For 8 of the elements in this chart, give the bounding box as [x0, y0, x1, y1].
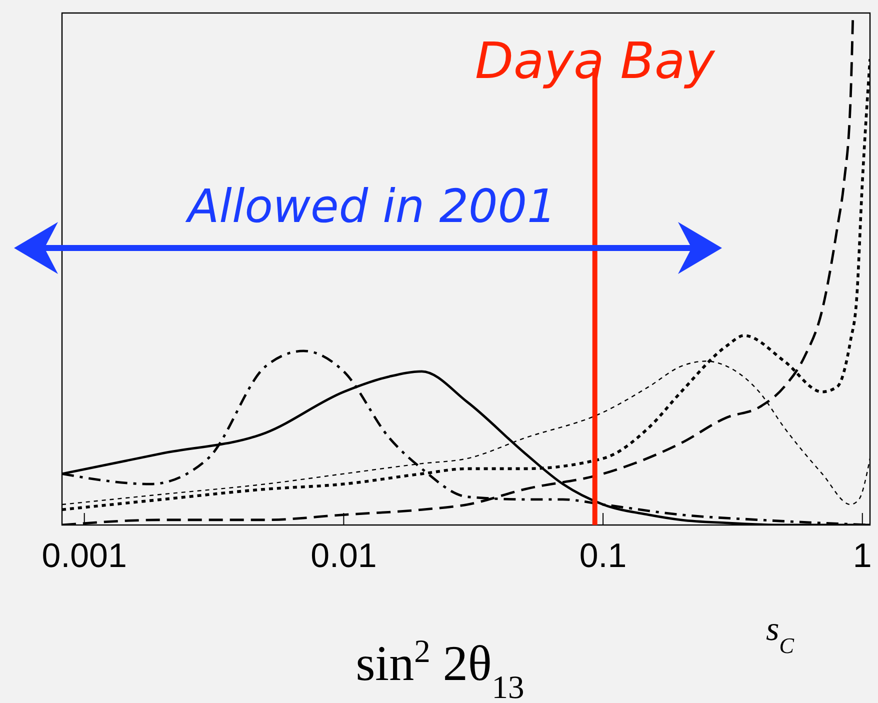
- text: s$_{C}$: [766, 611, 794, 658]
- x-axis-title: sin$^{2}$ 2θ$_{13}$: [356, 634, 524, 703]
- x-tick-label: 1: [852, 537, 872, 575]
- x-tick-label: 0.01: [310, 537, 377, 575]
- ref-line-label: Daya Bay: [474, 32, 716, 90]
- x-tick-label: 0.001: [42, 537, 127, 575]
- annotation: Allowed in 2001: [184, 179, 556, 233]
- x-tick-label: 0.1: [579, 537, 627, 575]
